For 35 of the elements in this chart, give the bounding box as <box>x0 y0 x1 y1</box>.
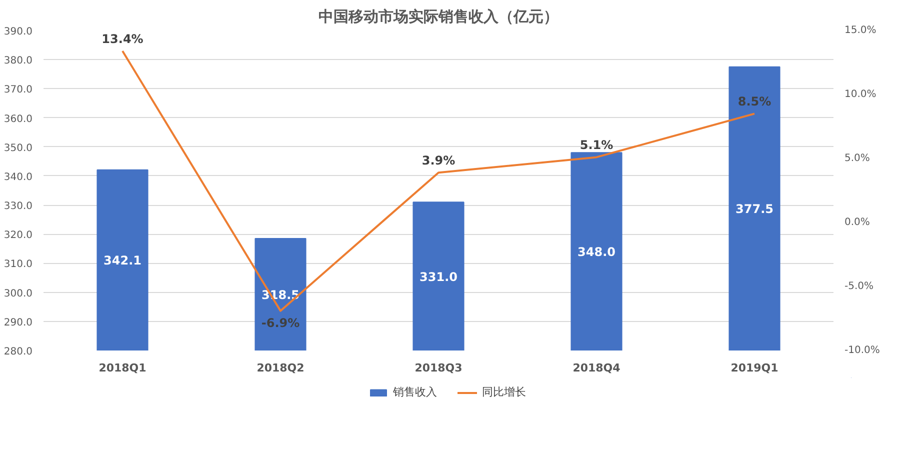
chart-title: 中国移动市场实际销售收入（亿元） <box>318 8 558 26</box>
y-tick-label: 340.0 <box>4 172 33 183</box>
legend-label: 销售收入 <box>393 384 437 400</box>
y-tick-label: 310.0 <box>4 259 33 270</box>
data-label: 8.5% <box>738 94 772 109</box>
y-tick-label: 380.0 <box>4 56 33 67</box>
x-tick-label: 2018Q3 <box>414 362 462 374</box>
y2-tick-label: -5.0% <box>844 281 874 292</box>
data-label: 5.1% <box>580 138 614 152</box>
y2-tick-label: 10.0% <box>844 89 876 100</box>
data-label: 331.0 <box>420 270 458 284</box>
y2-tick-label: -10.0% <box>844 345 880 356</box>
y-tick-label: 300.0 <box>4 288 33 300</box>
y-tick-label: 360.0 <box>4 114 33 125</box>
y2-tick-label: 5.0% <box>844 153 870 164</box>
data-label: 13.4% <box>102 32 144 46</box>
y-tick-label: 350.0 <box>4 142 33 154</box>
y-tick-label: 290.0 <box>4 317 33 328</box>
x-tick-label: 2018Q2 <box>256 362 304 374</box>
data-label: 348.0 <box>578 245 616 260</box>
legend-label: 同比增长 <box>482 384 526 400</box>
y-tick-label: 280.0 <box>4 346 33 358</box>
x-tick-label: 2018Q4 <box>572 362 621 374</box>
y-tick-label: 330.0 <box>4 201 33 212</box>
data-label: 3.9% <box>422 154 456 168</box>
data-label: 377.5 <box>736 202 774 216</box>
y2-tick-label: 0.0% <box>844 217 870 228</box>
y-tick-label: 320.0 <box>4 230 33 242</box>
x-tick-label: 2019Q1 <box>730 362 778 374</box>
data-label: 342.1 <box>104 254 142 268</box>
y2-tick-label: 15.0% <box>844 25 876 36</box>
y-tick-label: 390.0 <box>4 26 33 38</box>
data-label: -6.9% <box>261 316 300 330</box>
y-tick-label: 370.0 <box>4 84 33 96</box>
x-tick-label: 2018Q1 <box>98 362 146 374</box>
